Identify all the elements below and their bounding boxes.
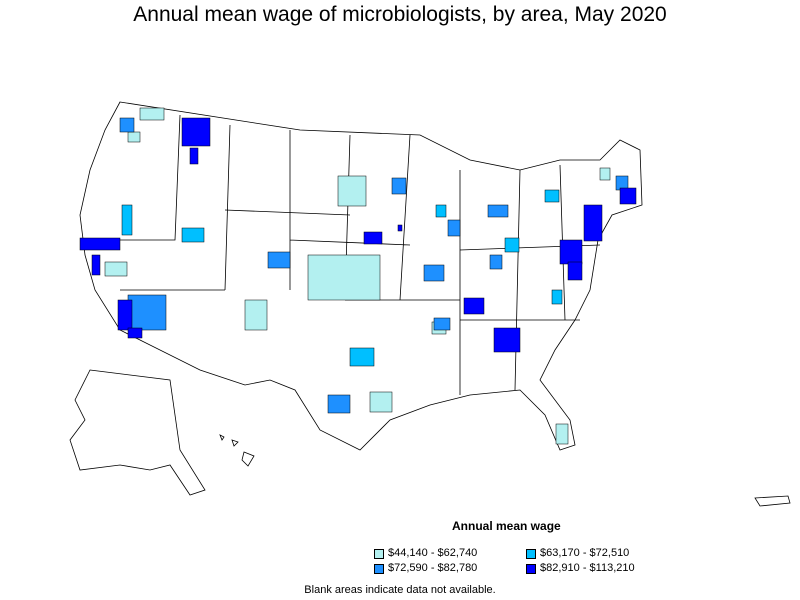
region-darkest (127, 327, 143, 339)
region-light (127, 131, 141, 143)
region-light (555, 423, 569, 445)
region-light (104, 261, 128, 277)
legend-label: $63,170 - $72,510 (540, 547, 630, 559)
region-light (599, 167, 611, 181)
region-light (337, 175, 367, 207)
region-light (369, 391, 393, 413)
hawaii-outline (219, 434, 255, 467)
region-dark (267, 251, 291, 269)
region-dark (489, 254, 503, 270)
wage-regions (79, 107, 637, 445)
region-dark (433, 317, 451, 331)
legend-swatch (526, 548, 536, 559)
region-darkest (363, 231, 383, 245)
region-mid (544, 189, 560, 203)
region-darkest (181, 117, 211, 147)
region-darkest (189, 147, 199, 165)
region-dark (487, 204, 509, 218)
region-dark (127, 294, 167, 331)
region-light (244, 299, 268, 331)
legend-item: $63,170 - $72,510 (526, 547, 629, 560)
map-title: Annual mean wage of microbiologists, by … (133, 3, 667, 26)
region-darkest (567, 261, 583, 281)
region-mid (435, 204, 447, 218)
region-mid (349, 347, 375, 367)
legend-label: $44,140 - $62,740 (388, 547, 478, 559)
region-darkest (463, 297, 485, 315)
state-outlines (69, 101, 791, 507)
legend-label: $82,910 - $113,210 (540, 562, 635, 574)
region-darkest (397, 224, 403, 232)
region-light (307, 254, 381, 301)
region-mid (551, 289, 563, 305)
region-mid (121, 204, 133, 236)
legend-title: Annual mean wage (452, 519, 561, 533)
region-darkest (559, 239, 583, 265)
legend-swatch (374, 563, 384, 574)
region-mid (181, 227, 205, 243)
region-mid (504, 237, 520, 253)
region-darkest (583, 204, 603, 242)
puerto-rico-outline (754, 495, 791, 507)
legend-label: $72,590 - $82,780 (388, 562, 478, 574)
region-darkest (493, 327, 521, 353)
region-dark (447, 219, 461, 237)
footnote: Blank areas indicate data not available. (304, 584, 496, 596)
region-darkest (619, 187, 637, 205)
legend-swatch (526, 563, 536, 574)
region-darkest (117, 299, 133, 331)
region-dark (391, 177, 407, 195)
region-dark (423, 264, 445, 282)
region-dark (119, 117, 135, 133)
region-light (139, 107, 165, 121)
region-darkest (91, 254, 101, 276)
legend-swatch (374, 548, 384, 559)
legend-item: $44,140 - $62,740 (374, 547, 477, 560)
legend-item: $82,910 - $113,210 (526, 562, 635, 575)
region-darkest (79, 237, 121, 251)
region-dark (327, 394, 351, 414)
legend-item: $72,590 - $82,780 (374, 562, 477, 575)
alaska-outline (69, 369, 206, 496)
